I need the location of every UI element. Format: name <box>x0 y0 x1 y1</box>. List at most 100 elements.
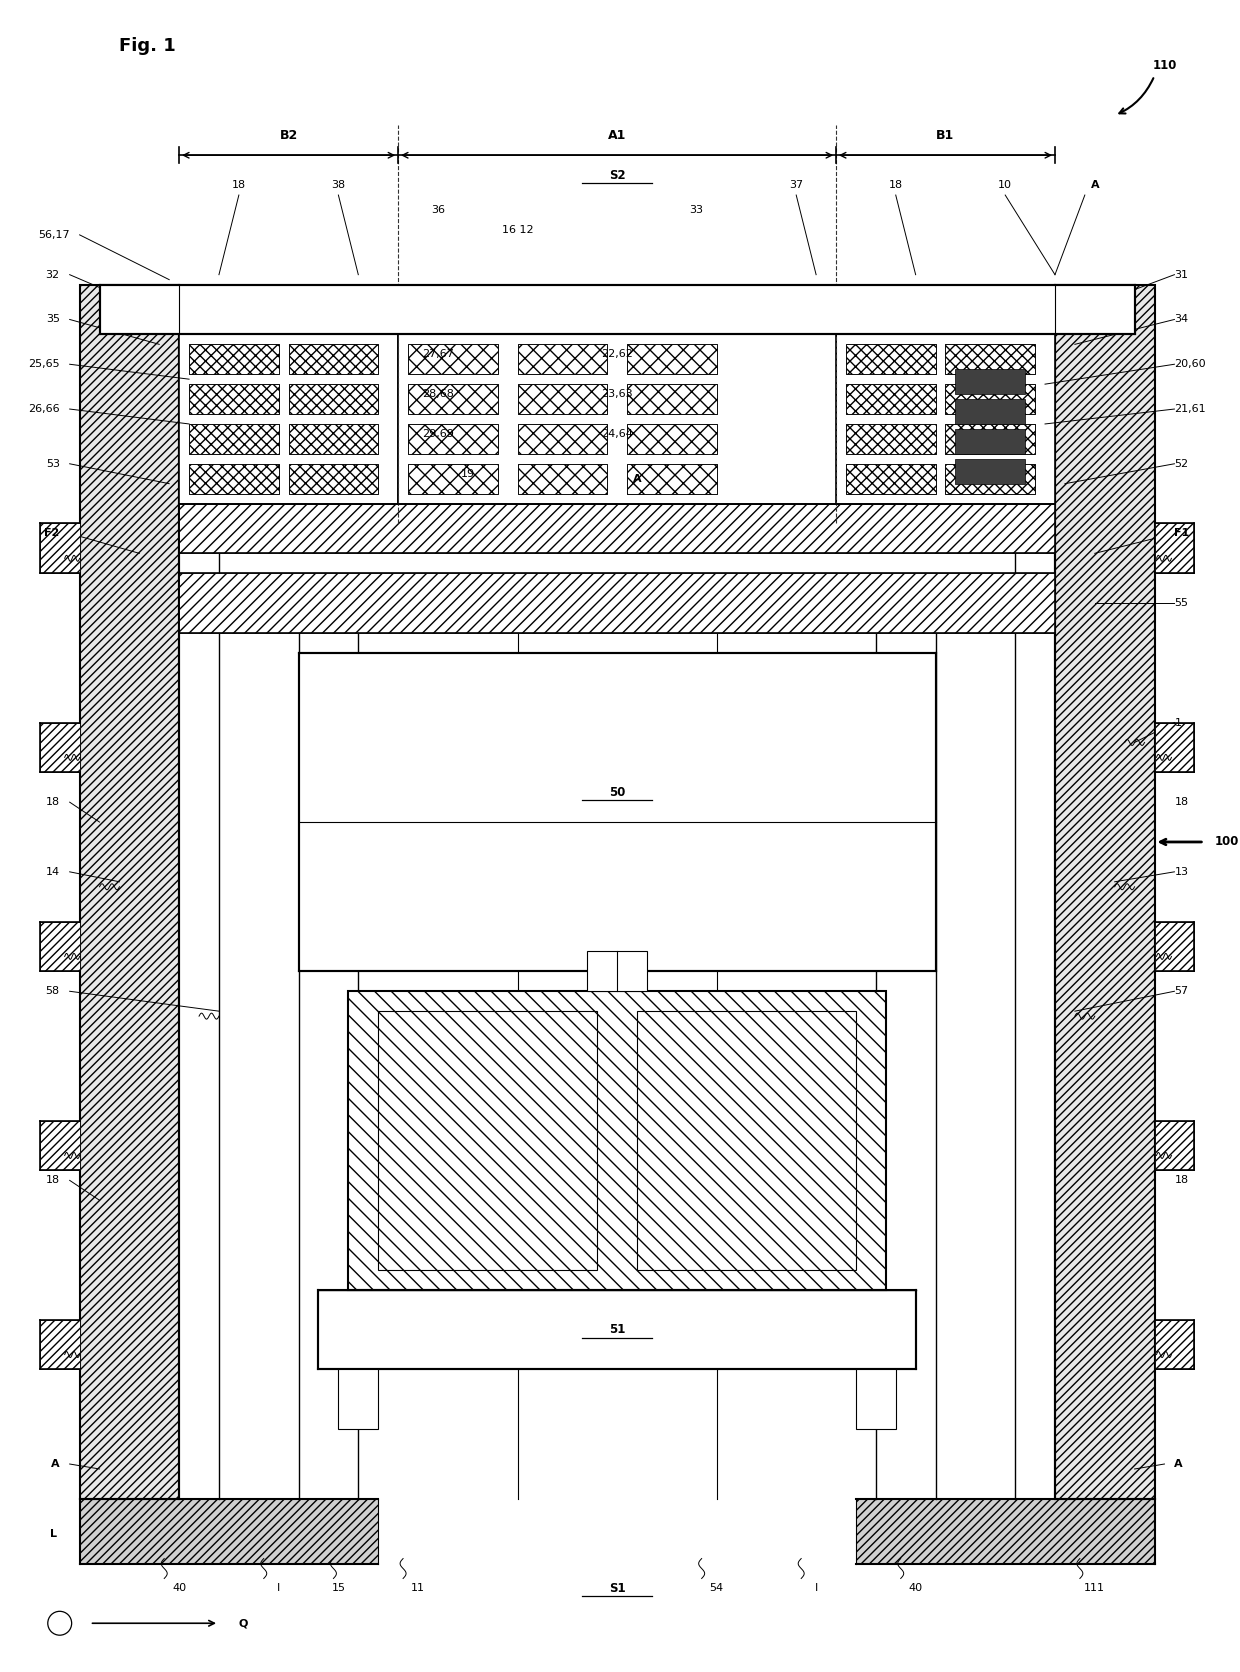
Bar <box>289 425 378 453</box>
Bar <box>517 425 608 453</box>
Bar <box>188 425 279 453</box>
Bar <box>846 385 935 415</box>
Bar <box>188 385 279 415</box>
Bar <box>945 425 1035 453</box>
Bar <box>40 1319 79 1369</box>
Text: 56,17: 56,17 <box>38 229 69 239</box>
Bar <box>408 463 497 493</box>
Text: S1: S1 <box>609 1582 625 1595</box>
Text: Fig. 1: Fig. 1 <box>119 37 176 55</box>
Text: 16 12: 16 12 <box>502 226 533 234</box>
Text: 50: 50 <box>609 786 625 799</box>
Bar <box>846 425 935 453</box>
Text: 24,64: 24,64 <box>601 430 632 440</box>
Bar <box>956 370 1025 395</box>
Text: 29,69: 29,69 <box>422 430 454 440</box>
Text: B2: B2 <box>279 129 298 142</box>
Text: 40: 40 <box>909 1583 923 1593</box>
Text: 54: 54 <box>709 1583 724 1593</box>
Text: 18: 18 <box>889 181 903 191</box>
Bar <box>79 284 179 1498</box>
Text: A: A <box>1174 1460 1183 1470</box>
Bar <box>627 344 717 375</box>
Bar <box>627 344 717 375</box>
Bar <box>627 385 717 415</box>
Bar <box>99 284 1135 334</box>
Text: 37: 37 <box>789 181 804 191</box>
Bar <box>637 1012 856 1271</box>
Text: 18: 18 <box>46 1175 60 1185</box>
Bar <box>319 1289 915 1369</box>
Text: 1: 1 <box>1174 717 1182 727</box>
Bar <box>40 1120 79 1170</box>
Bar <box>836 284 1055 503</box>
Text: A: A <box>1090 181 1099 191</box>
Bar <box>1154 523 1194 573</box>
Bar <box>40 523 79 573</box>
Text: 27,67: 27,67 <box>422 349 454 359</box>
Bar <box>956 458 1025 483</box>
Text: S2: S2 <box>609 169 625 182</box>
Bar <box>517 385 608 415</box>
Text: 38: 38 <box>331 181 346 191</box>
Text: 18: 18 <box>46 798 60 808</box>
Bar <box>378 1012 598 1271</box>
Bar <box>856 1369 895 1430</box>
Text: A: A <box>632 473 641 483</box>
Bar <box>79 1498 378 1563</box>
Text: B1: B1 <box>936 129 955 142</box>
Text: 13: 13 <box>1174 866 1188 876</box>
Text: F2: F2 <box>45 528 60 538</box>
Bar <box>289 344 378 375</box>
Text: 32: 32 <box>46 269 60 279</box>
Text: 34: 34 <box>1174 314 1188 324</box>
Bar <box>289 385 378 415</box>
Bar <box>627 425 717 453</box>
Text: 14: 14 <box>46 866 60 876</box>
Bar <box>179 573 1055 634</box>
Text: 55: 55 <box>1174 599 1188 609</box>
Bar <box>1154 921 1194 971</box>
Bar <box>627 463 717 493</box>
Bar <box>289 463 378 493</box>
Text: 100: 100 <box>1214 836 1239 848</box>
Bar <box>627 425 717 453</box>
Text: I: I <box>277 1583 280 1593</box>
Text: A1: A1 <box>608 129 626 142</box>
Bar <box>945 385 1035 415</box>
Bar <box>408 344 497 375</box>
Bar <box>348 991 885 1289</box>
Bar <box>945 463 1035 493</box>
Text: 35: 35 <box>46 314 60 324</box>
Bar <box>956 430 1025 453</box>
Bar <box>846 344 935 375</box>
Bar <box>856 1498 1154 1563</box>
Bar <box>1154 1319 1194 1369</box>
Bar <box>408 344 497 375</box>
Text: 21,61: 21,61 <box>1174 405 1207 415</box>
Text: 25,65: 25,65 <box>29 359 60 370</box>
Bar <box>188 344 279 375</box>
Bar <box>517 425 608 453</box>
Text: 52: 52 <box>1174 458 1188 468</box>
Bar <box>188 425 279 453</box>
Bar <box>40 722 79 772</box>
Bar <box>79 284 179 1498</box>
Text: I: I <box>815 1583 817 1593</box>
Text: 28,68: 28,68 <box>422 390 454 400</box>
Bar <box>588 951 647 991</box>
Bar <box>179 284 398 503</box>
Bar <box>945 425 1035 453</box>
Bar <box>398 284 836 503</box>
Text: 36: 36 <box>432 206 445 216</box>
Bar <box>517 463 608 493</box>
Bar <box>289 385 378 415</box>
Bar <box>339 1369 378 1430</box>
Bar <box>517 385 608 415</box>
Text: L: L <box>50 1528 57 1538</box>
Text: 51: 51 <box>609 1323 625 1336</box>
Text: 18: 18 <box>232 181 246 191</box>
Bar <box>846 425 935 453</box>
Text: 11: 11 <box>410 1583 425 1593</box>
Text: A: A <box>51 1460 60 1470</box>
